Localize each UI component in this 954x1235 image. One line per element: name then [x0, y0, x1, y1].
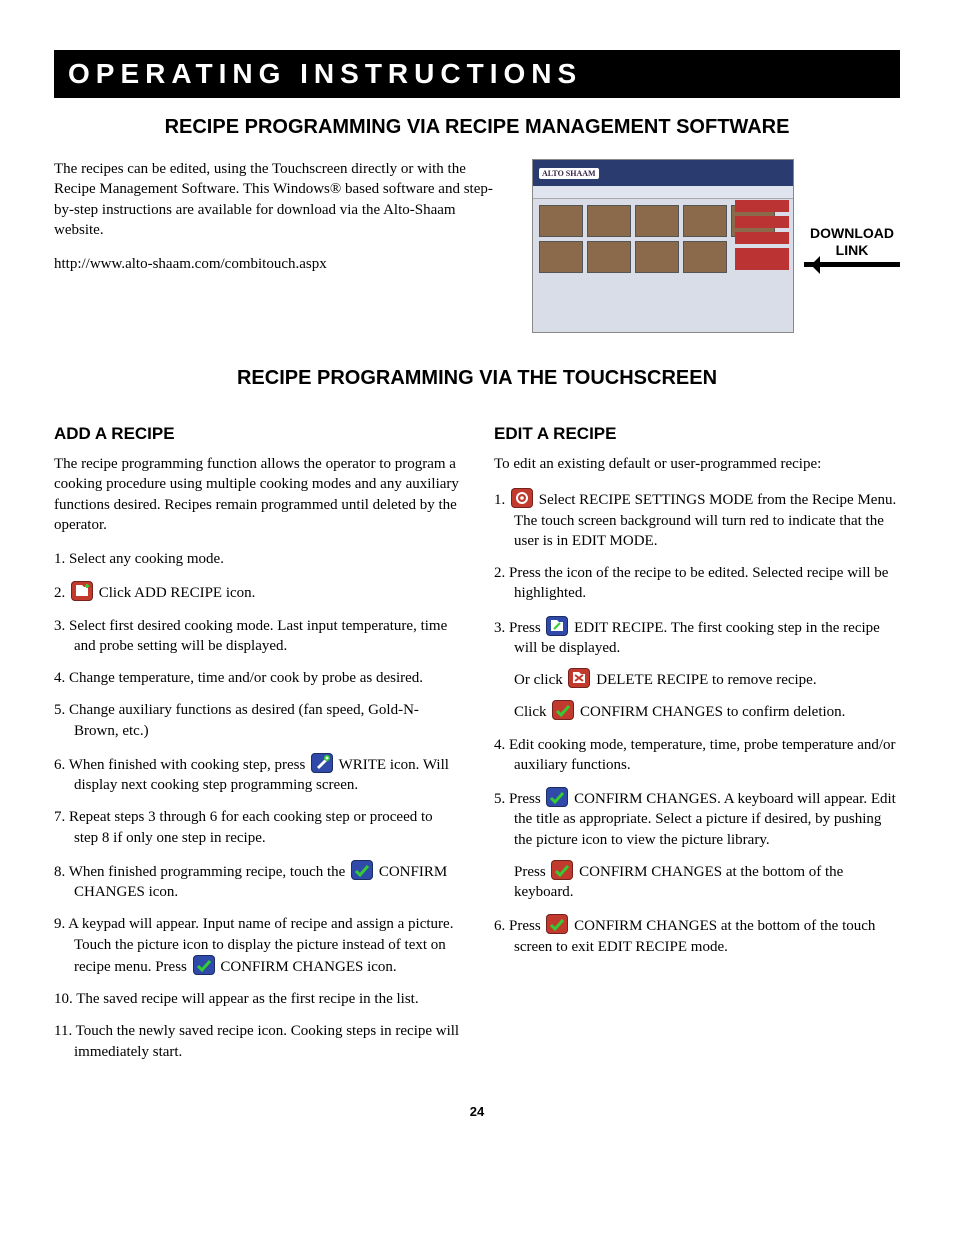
section2-title: RECIPE PROGRAMMING VIA THE TOUCHSCREEN [54, 367, 900, 390]
edit-recipe-col: EDIT A RECIPE To edit an existing defaul… [494, 410, 900, 1074]
dl1: DOWNLOAD [810, 225, 894, 241]
edit-step-3: 3. Press EDIT RECIPE. The first cooking … [494, 616, 900, 723]
edit-step-1: 1. Select RECIPE SETTINGS MODE from the … [494, 488, 900, 551]
download-link-label: DOWNLOADLINK [804, 225, 900, 266]
add-step-6: 6. When finished with cooking step, pres… [54, 753, 460, 796]
add-step-10: 10. The saved recipe will appear as the … [54, 989, 460, 1009]
add-step-4: 4. Change temperature, time and/or cook … [54, 668, 460, 688]
add-step-7: 7. Repeat steps 3 through 6 for each coo… [54, 807, 460, 848]
add-step-11: 11. Touch the newly saved recipe icon. C… [54, 1021, 460, 1062]
add-step-9: 9. A keypad will appear. Input name of r… [54, 914, 460, 977]
add-step-2: 2. Click ADD RECIPE icon. [54, 581, 460, 603]
figure-wrap: ALTO SHAAM DOWNLOADLINK [532, 159, 900, 333]
write-icon [311, 753, 333, 773]
section-banner: OPERATING INSTRUCTIONS [54, 50, 900, 98]
edit-step-4: 4. Edit cooking mode, temperature, time,… [494, 735, 900, 776]
edit-step-5: 5. Press CONFIRM CHANGES. A keyboard wil… [494, 787, 900, 902]
add-para: The recipe programming function allows t… [54, 454, 460, 535]
add-recipe-icon [71, 581, 93, 601]
add-steps: 1. Select any cooking mode. 2. Click ADD… [54, 549, 460, 1062]
add-recipe-col: ADD A RECIPE The recipe programming func… [54, 410, 460, 1074]
confirm-icon [551, 860, 573, 880]
edit-step-2: 2. Press the icon of the recipe to be ed… [494, 563, 900, 604]
add-step-3: 3. Select first desired cooking mode. La… [54, 616, 460, 657]
add-step-1: 1. Select any cooking mode. [54, 549, 460, 569]
intro-url: http://www.alto-shaam.com/combitouch.asp… [54, 254, 508, 274]
page-number: 24 [54, 1104, 900, 1119]
edit-recipe-icon [546, 616, 568, 636]
confirm-icon [193, 955, 215, 975]
edit-title: EDIT A RECIPE [494, 424, 900, 444]
columns: ADD A RECIPE The recipe programming func… [54, 410, 900, 1074]
confirm-icon [546, 787, 568, 807]
arrow-icon [804, 262, 900, 267]
confirm-icon [546, 914, 568, 934]
confirm-icon [552, 700, 574, 720]
intro-text: The recipes can be edited, using the Tou… [54, 159, 508, 333]
add-title: ADD A RECIPE [54, 424, 460, 444]
edit-step-6: 6. Press CONFIRM CHANGES at the bottom o… [494, 914, 900, 957]
website-screenshot: ALTO SHAAM [532, 159, 794, 333]
add-step-5: 5. Change auxiliary functions as desired… [54, 700, 460, 741]
edit-steps: 1. Select RECIPE SETTINGS MODE from the … [494, 488, 900, 957]
intro-row: The recipes can be edited, using the Tou… [54, 159, 900, 333]
dl2: LINK [836, 242, 869, 258]
delete-recipe-icon [568, 668, 590, 688]
intro-p1: The recipes can be edited, using the Tou… [54, 159, 508, 240]
section1-title: RECIPE PROGRAMMING VIA RECIPE MANAGEMENT… [54, 116, 900, 139]
add-step-8: 8. When finished programming recipe, tou… [54, 860, 460, 903]
edit-para: To edit an existing default or user-prog… [494, 454, 900, 474]
confirm-icon [351, 860, 373, 880]
settings-mode-icon [511, 488, 533, 508]
